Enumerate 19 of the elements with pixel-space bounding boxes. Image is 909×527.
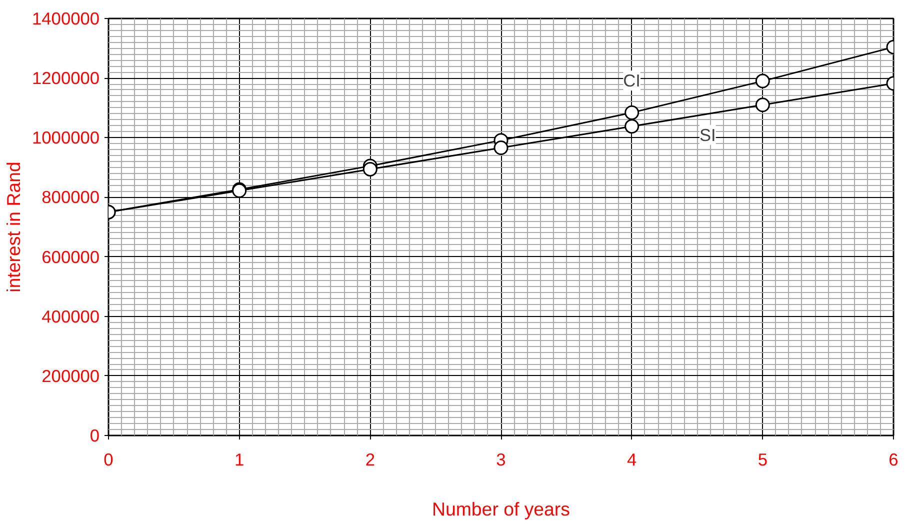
y-tick-label: 1400000	[32, 8, 100, 28]
y-tick-label: 800000	[42, 187, 100, 208]
series-label: CI	[623, 70, 641, 91]
x-tick-label: 0	[104, 450, 114, 470]
y-tick-label: 1200000	[32, 68, 100, 88]
x-tick-label: 3	[496, 450, 506, 470]
x-tick-label: 2	[365, 450, 375, 470]
y-axis-title: interest in Rand	[3, 162, 24, 292]
y-tick-label: 200000	[42, 366, 100, 386]
x-tick-label: 5	[758, 450, 768, 470]
x-tick-label: 6	[888, 450, 898, 470]
y-tick-label: 0	[90, 426, 100, 446]
x-tick-label: 4	[627, 450, 638, 470]
y-tick-label: 1000000	[32, 128, 100, 148]
x-tick-label: 1	[234, 450, 244, 470]
y-tick-label: 400000	[42, 306, 100, 326]
x-axis-title: Number of years	[432, 498, 570, 520]
y-tick-label: 600000	[42, 246, 100, 267]
series-label: SI	[699, 124, 716, 145]
